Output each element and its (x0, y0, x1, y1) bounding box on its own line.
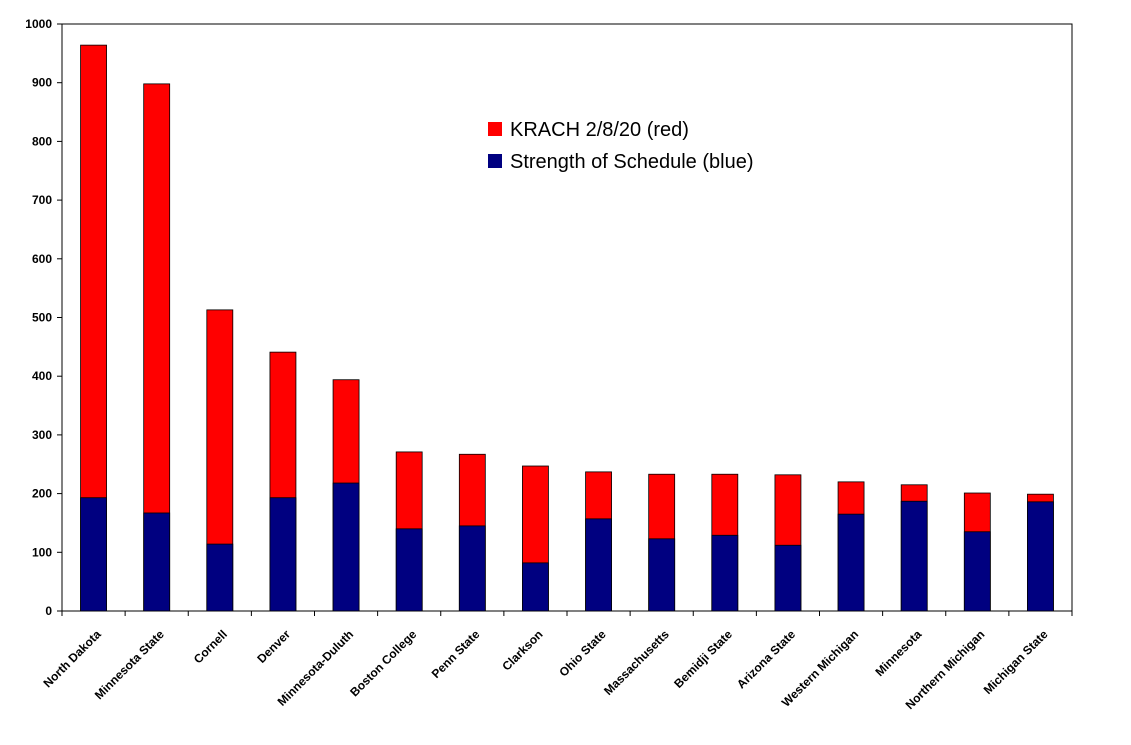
x-tick-label: Clarkson (499, 627, 545, 673)
y-tick-label: 1000 (25, 17, 52, 31)
y-tick-label: 300 (32, 428, 52, 442)
bar (206, 543, 234, 612)
x-tick-label: Cornell (191, 627, 230, 666)
bar (332, 482, 360, 612)
x-tick-label: Bemidji State (671, 627, 735, 691)
bar (711, 534, 739, 612)
bar (269, 497, 297, 612)
y-tick-label: 200 (32, 487, 52, 501)
bar (963, 531, 991, 612)
bar (1027, 501, 1054, 612)
x-tick-label: Ohio State (556, 627, 609, 680)
legend-label: KRACH 2/8/20 (red) (510, 119, 689, 141)
bar (80, 497, 107, 612)
y-tick-label: 600 (32, 252, 52, 266)
y-tick-label: 500 (32, 311, 52, 325)
x-tick-label: Denver (254, 627, 293, 666)
bar (774, 544, 802, 612)
x-tick-label: Arizona State (734, 627, 798, 691)
x-tick-label: Minnesota (872, 627, 924, 679)
bar (143, 512, 171, 612)
bar (648, 538, 676, 612)
x-tick-label: Massachusetts (601, 627, 672, 698)
legend-label: Strength of Schedule (blue) (510, 151, 754, 173)
x-tick-label: North Dakota (41, 627, 104, 690)
y-tick-label: 800 (32, 134, 52, 148)
y-tick-label: 700 (32, 193, 52, 207)
bar (395, 528, 423, 612)
legend-swatch (488, 154, 502, 168)
y-tick-label: 900 (32, 76, 52, 90)
bar (837, 513, 865, 612)
x-tick-label: Penn State (429, 627, 483, 681)
y-tick-label: 0 (45, 604, 52, 618)
y-tick-label: 100 (32, 545, 52, 559)
x-tick-label: Boston College (347, 627, 419, 699)
y-tick-label: 400 (32, 369, 52, 383)
bar (458, 525, 486, 612)
bar (585, 518, 612, 612)
x-tick-label: Michigan State (981, 627, 1051, 697)
bar (900, 500, 928, 612)
bar (522, 562, 549, 612)
x-tick-label: Minnesota State (92, 627, 167, 702)
legend-swatch (488, 122, 502, 136)
